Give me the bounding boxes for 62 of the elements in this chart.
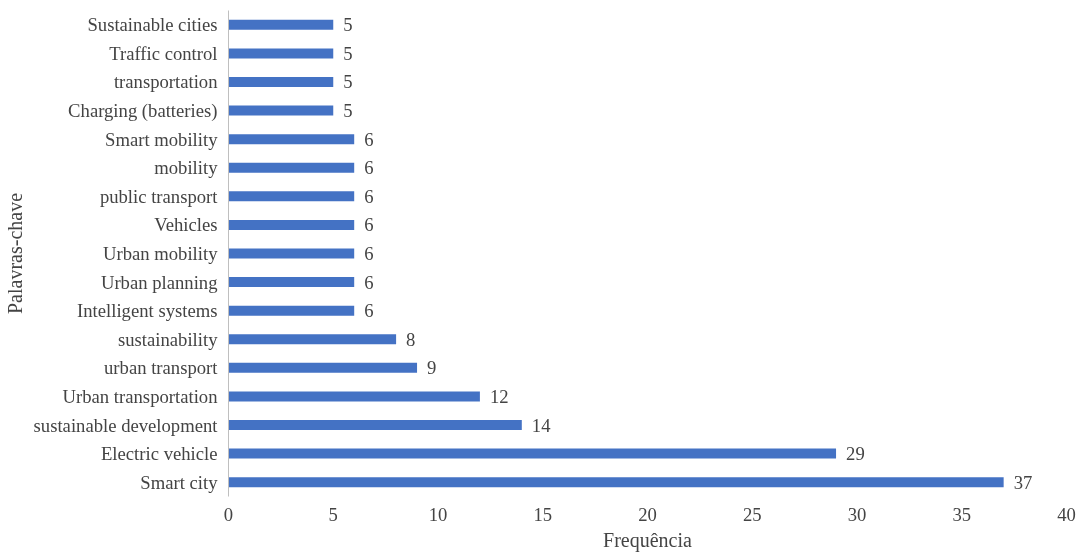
x-tick-label: 5 (328, 503, 338, 525)
data-label: 6 (364, 243, 374, 264)
data-label: 14 (531, 414, 552, 436)
x-tick-label: 20 (638, 503, 657, 525)
y-tick-label: Smart mobility (105, 128, 219, 150)
data-label: 5 (343, 42, 353, 64)
y-axis-title: Palavras-chave (3, 192, 26, 315)
y-tick-label: Charging (batteries) (68, 100, 218, 123)
y-tick-label: Urban planning (100, 271, 218, 293)
data-label: 5 (343, 71, 353, 93)
y-tick-label: mobility (154, 157, 219, 179)
data-label: 5 (343, 100, 353, 122)
y-tick-label: Vehicles (154, 214, 218, 236)
bar (228, 48, 334, 59)
bar (228, 19, 334, 30)
bar (228, 305, 355, 316)
y-tick-label: public transport (99, 185, 219, 207)
data-label: 29 (846, 443, 865, 465)
y-tick-label: Electric vehicle (100, 443, 218, 465)
data-label: 6 (364, 271, 374, 293)
bar (228, 420, 522, 431)
y-tick-label: Urban transportation (62, 385, 219, 407)
data-label: 6 (364, 128, 374, 150)
y-tick-label: sustainable development (33, 414, 219, 436)
y-tick-label: Urban mobility (102, 243, 219, 264)
data-label: 6 (364, 300, 374, 322)
data-label: 12 (489, 385, 509, 407)
bar (228, 134, 355, 145)
bar (228, 248, 355, 259)
data-label: 6 (364, 214, 374, 236)
bar (228, 362, 418, 373)
x-tick-label: 10 (428, 503, 448, 525)
bar (228, 219, 355, 230)
y-tick-label: Sustainable cities (87, 14, 218, 36)
y-tick-label: urban transport (104, 357, 219, 379)
data-label: 9 (427, 357, 437, 379)
bar (228, 162, 355, 173)
x-tick-label: 40 (1057, 503, 1076, 525)
data-label: 6 (364, 157, 374, 179)
x-tick-label: 30 (847, 503, 867, 525)
data-label: 37 (1013, 471, 1033, 493)
x-tick-label: 0 (223, 503, 234, 525)
y-tick-label: Traffic control (109, 42, 218, 64)
y-tick-label: transportation (113, 71, 219, 93)
x-axis-title: Frequência (603, 528, 693, 552)
data-label: 5 (343, 14, 353, 36)
x-tick-label: 25 (742, 503, 762, 525)
bar (228, 448, 837, 459)
y-tick-label: Smart city (140, 471, 219, 493)
data-label: 8 (406, 328, 416, 350)
bar (228, 191, 355, 202)
x-tick-label: 35 (952, 503, 972, 525)
y-tick-label: Intelligent systems (77, 300, 218, 322)
bar (228, 477, 1004, 488)
bar (228, 105, 334, 116)
bar (228, 76, 334, 87)
bar (228, 391, 480, 402)
bar (228, 334, 397, 345)
y-tick-label: sustainability (118, 328, 219, 350)
bar (228, 277, 355, 288)
data-label: 6 (364, 185, 374, 207)
x-tick-label: 15 (533, 503, 553, 525)
